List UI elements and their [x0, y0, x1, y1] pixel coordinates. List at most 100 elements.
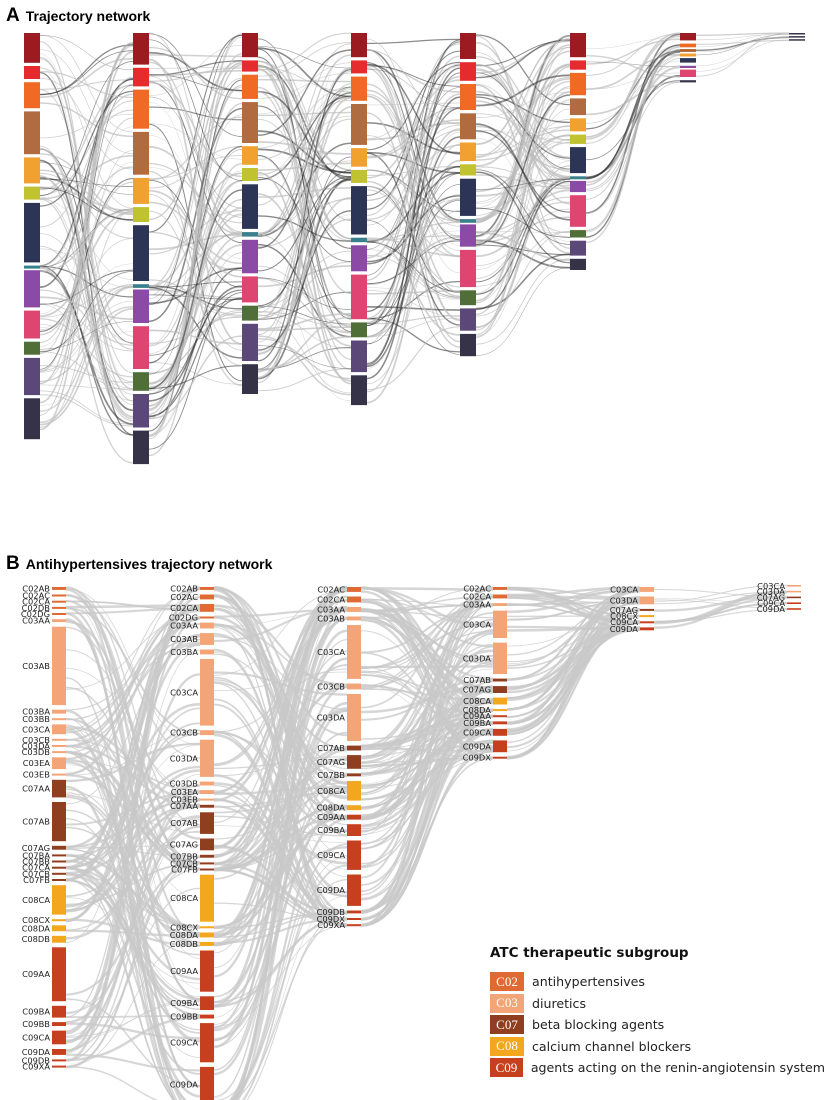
- panel-a-link: [475, 93, 571, 124]
- panel-b-node-label: C02DG: [21, 609, 50, 619]
- panel-a-link: [475, 178, 571, 190]
- panel-b-node: [200, 812, 214, 834]
- panel-b-node-label: C09CA: [757, 598, 785, 608]
- panel-a-link: [148, 281, 243, 288]
- panel-a-link: [475, 119, 571, 203]
- panel-a-link: [257, 368, 352, 392]
- panel-b-node-label: C03DA: [610, 595, 639, 605]
- panel-a-node: [351, 60, 367, 74]
- panel-b-node: [52, 600, 66, 603]
- panel-a-node: [24, 66, 40, 79]
- panel-b-node: [200, 587, 214, 590]
- panel-b-node: [52, 626, 66, 706]
- panel-b-node: [52, 1005, 66, 1018]
- panel-a-link: [148, 316, 243, 344]
- panel-a-link: [39, 302, 134, 352]
- panel-b-node-label: C03CA: [610, 585, 638, 595]
- panel-b-link: [360, 672, 494, 733]
- panel-b-node: [52, 845, 66, 850]
- panel-b-node: [347, 824, 361, 836]
- panel-b-link: [360, 588, 494, 833]
- panel-b-node: [52, 866, 66, 869]
- panel-b-node: [347, 874, 361, 906]
- panel-a-link: [39, 61, 134, 197]
- panel-b-node-label: C09DX: [463, 753, 492, 763]
- panel-a-link: [695, 33, 790, 41]
- panel-b-link: [65, 998, 201, 1087]
- panel-b-node-label: C08DB: [170, 939, 199, 949]
- panel-a-node: [460, 113, 476, 140]
- panel-b-link: [65, 1016, 201, 1062]
- panel-b-node: [347, 694, 361, 741]
- panel-a-link: [257, 326, 352, 332]
- panel-b-node-label: C03CA: [757, 581, 785, 591]
- panel-a-link: [366, 38, 461, 45]
- panel-a-node: [351, 245, 367, 272]
- panel-a-link: [366, 41, 461, 276]
- panel-b-node-label: C03AA: [463, 600, 491, 610]
- panel-b-link: [213, 606, 348, 935]
- panel-b-link: [213, 590, 348, 676]
- panel-b-node-label: C03CB: [317, 681, 345, 691]
- panel-b-link: [65, 607, 201, 735]
- panel-a-link: [475, 138, 571, 303]
- panel-a-link: [39, 271, 134, 353]
- panel-a-link: [39, 306, 134, 383]
- panel-b-node-label: C03AA: [317, 604, 345, 614]
- panel-a-link: [475, 63, 571, 183]
- panel-a-link: [475, 63, 571, 159]
- panel-b-node-label: C03BA: [170, 647, 198, 657]
- panel-b-node: [200, 1014, 214, 1019]
- panel-a-link: [366, 239, 461, 336]
- panel-b-node-label: C03EB: [23, 770, 51, 780]
- panel-b-node-label: C09BB: [22, 1019, 50, 1029]
- panel-b-node-label: C03DA: [757, 587, 786, 597]
- panel-a-node: [133, 326, 149, 369]
- panel-b-node: [52, 718, 66, 721]
- panel-a-node: [24, 202, 40, 263]
- panel-a-link: [257, 68, 352, 314]
- panel-b-node: [52, 613, 66, 615]
- panel-a-node: [242, 102, 258, 143]
- panel-a-node: [133, 284, 149, 288]
- panel-a-node: [351, 322, 367, 338]
- panel-a-link: [366, 50, 461, 197]
- panel-a-node: [460, 290, 476, 306]
- panel-b-link: [213, 604, 348, 688]
- panel-b-node: [493, 721, 507, 725]
- panel-b-node-label: C07AG: [170, 839, 198, 849]
- panel-b-node-label: C07AA: [22, 784, 50, 794]
- panel-a-node: [133, 225, 149, 281]
- panel-a-link: [585, 33, 681, 76]
- panel-a-node: [242, 168, 258, 181]
- panel-b-node-label: C08CA: [22, 895, 50, 905]
- panel-a-link: [257, 49, 352, 136]
- panel-a-node: [242, 239, 258, 274]
- panel-a-link: [39, 187, 134, 221]
- panel-a-heading: A Trajectory network: [6, 5, 150, 26]
- panel-a-link: [585, 37, 681, 49]
- panel-b-node-label: C07BB: [170, 851, 198, 861]
- panel-b-node-label: C08CX: [22, 915, 50, 925]
- panel-b-node: [493, 678, 507, 682]
- panel-a-node: [460, 33, 476, 59]
- panel-a-link: [39, 41, 134, 404]
- panel-a-link: [148, 335, 243, 420]
- panel-b-node: [493, 715, 507, 718]
- panel-a-link: [39, 58, 134, 374]
- panel-a-link: [39, 300, 134, 373]
- panel-a-link: [257, 68, 352, 295]
- panel-b-node-label: C07BB: [22, 857, 50, 867]
- panel-b-node: [52, 925, 66, 932]
- panel-a-link: [148, 96, 243, 209]
- panel-a-node: [351, 169, 367, 183]
- panel-a: A Trajectory network: [6, 5, 805, 465]
- legend-code: C08: [490, 1036, 524, 1056]
- panel-b-node: [787, 585, 801, 587]
- panel-b-node: [200, 950, 214, 992]
- panel-b-node: [52, 594, 66, 597]
- panel-b-link: [65, 887, 201, 1051]
- panel-b-node: [200, 942, 214, 946]
- panel-a-link: [257, 106, 352, 379]
